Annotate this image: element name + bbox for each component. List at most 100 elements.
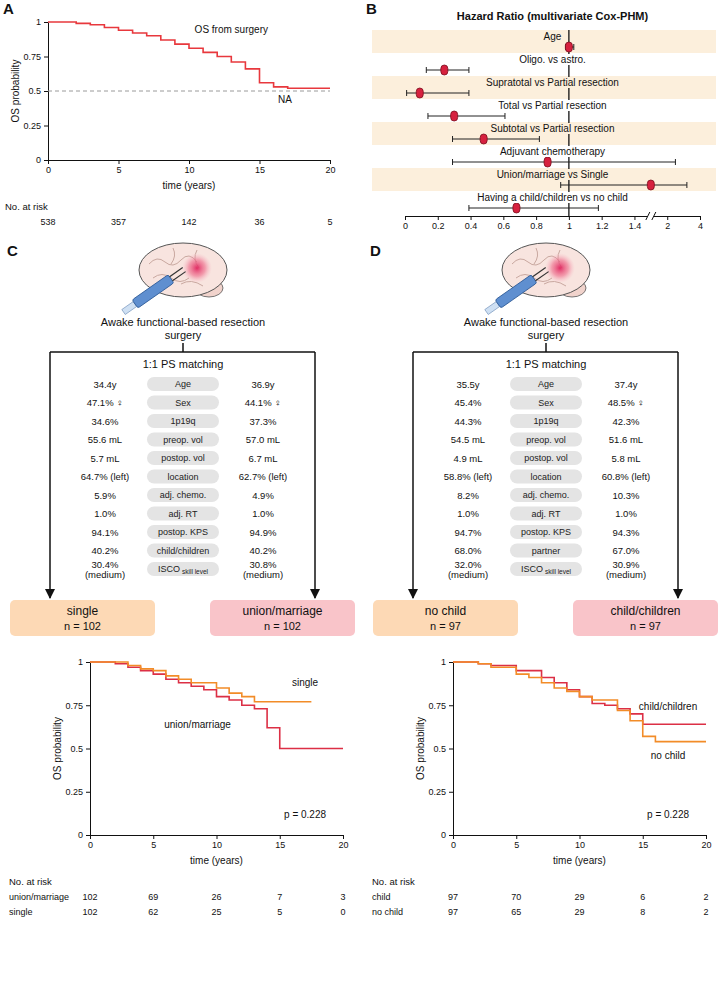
plot-area — [90, 662, 343, 749]
matched-value: 54.5 mL — [451, 434, 485, 445]
panel-label: B — [366, 0, 377, 17]
x-axis-title: time (years) — [190, 855, 243, 866]
row-band — [372, 191, 716, 214]
tick: 0.4 — [465, 216, 478, 231]
tick: 1 — [36, 17, 48, 27]
matched-value: 8.2% — [457, 490, 479, 501]
variable-label: preop. vol — [163, 435, 203, 445]
x-axis: 05101520 — [451, 835, 712, 850]
axis-break — [646, 212, 650, 220]
row-band — [372, 145, 716, 168]
ci-cap — [686, 182, 687, 188]
tick-label: 0 — [78, 830, 83, 840]
matched-value: 94.3% — [613, 527, 640, 538]
tumor-spot — [182, 253, 212, 283]
panel-label: C — [7, 242, 18, 259]
variable-name: Age — [175, 379, 191, 389]
connector — [677, 352, 679, 598]
hazard-ratio-marker — [647, 180, 654, 190]
tick-label: 1 — [78, 657, 83, 667]
label-background — [498, 146, 607, 157]
risk-count: 5 — [277, 907, 282, 917]
variable-label: 1p19q — [533, 416, 558, 426]
tick-label: 0 — [451, 840, 456, 850]
matched-value: 40.2% — [250, 545, 277, 556]
tick-mark — [189, 160, 190, 164]
variable-label: 1p19q — [170, 416, 195, 426]
tick: 5 — [514, 835, 519, 850]
km-panel: 0510152000.250.50.751child/childrenno ch… — [372, 657, 712, 917]
annotation: p = 0.228 — [647, 809, 689, 820]
row-band — [372, 122, 716, 145]
variable-name: Sex — [538, 398, 554, 408]
risk-count: 6 — [640, 892, 645, 902]
variable-pill — [147, 377, 219, 391]
brain-sulcus — [534, 248, 538, 264]
variable-pill — [147, 451, 219, 465]
group-size: n = 102 — [64, 620, 101, 632]
tick-mark — [449, 705, 453, 706]
variable-label: postop. KPS — [158, 527, 208, 537]
tick-label: 10 — [575, 840, 585, 850]
tick-mark — [516, 835, 517, 839]
label-background — [517, 54, 588, 65]
panel-label: A — [3, 0, 14, 17]
tick-mark — [280, 835, 281, 839]
matched-value: 62.7% (left) — [239, 471, 288, 482]
variable-label: Age — [175, 379, 191, 389]
ci-cap — [675, 159, 676, 165]
risk-count: 102 — [82, 892, 97, 902]
variable-pill — [510, 544, 582, 558]
variable-pill — [147, 470, 219, 484]
ci-cap — [452, 159, 453, 165]
variable-label: location — [167, 472, 198, 482]
variable-pill — [510, 525, 582, 539]
matched-value: 34.4y — [93, 379, 116, 390]
row-label-group: Oligo. vs astro. — [517, 54, 588, 65]
group-size: n = 102 — [264, 620, 301, 632]
tick-mark — [86, 792, 90, 793]
risk-count: 3 — [340, 892, 345, 902]
variable-name: child/children — [157, 546, 210, 556]
row-label: Supratotal vs Partial resection — [486, 77, 619, 88]
risk-table-title: No. at risk — [372, 876, 415, 887]
tick-mark — [260, 160, 261, 164]
tick: 0 — [46, 160, 51, 175]
text-line: Awake functional-based resection — [464, 316, 628, 328]
group-box — [573, 600, 718, 636]
group-box — [10, 600, 155, 636]
forest-panel: Hazard Ratio (multivariate Cox-PHM)AgeOl… — [372, 10, 716, 231]
tick-label: 0.6 — [498, 221, 511, 231]
matched-value: 45.4% — [455, 397, 482, 408]
variable-name: adj. chemo. — [523, 490, 570, 500]
variable-label: postop. KPS — [521, 527, 571, 537]
variable-label: postop. vol — [524, 453, 568, 463]
risk-row-label: no child — [372, 907, 403, 917]
tick-mark — [449, 749, 453, 750]
tick: 20 — [325, 160, 335, 175]
tick: 0.2 — [432, 216, 445, 231]
variable-label: partner — [532, 546, 561, 556]
tick-mark — [471, 216, 472, 220]
tick-mark — [643, 835, 644, 839]
tick-label: 20 — [701, 840, 711, 850]
risk-count: 7 — [277, 892, 282, 902]
risk-row-label: single — [9, 907, 33, 917]
label-background — [496, 100, 608, 111]
tick: 15 — [275, 835, 285, 850]
tick: 0 — [451, 835, 456, 850]
axis-line — [406, 216, 701, 217]
ci-cap — [426, 67, 427, 73]
risk-count: 2 — [703, 892, 708, 902]
variable-pill — [147, 433, 219, 447]
variable-name: ISCO — [521, 564, 543, 574]
tick-mark — [86, 835, 90, 836]
tick: 0 — [441, 830, 453, 840]
variable-pill — [510, 433, 582, 447]
tick-label: 10 — [184, 165, 194, 175]
x-axis: 00.20.40.60.811.21.424 — [403, 216, 703, 231]
panel-label: D — [370, 242, 381, 259]
variable-name: postop. vol — [524, 453, 568, 463]
tick-mark — [90, 835, 91, 839]
tick-label: 5 — [116, 165, 121, 175]
